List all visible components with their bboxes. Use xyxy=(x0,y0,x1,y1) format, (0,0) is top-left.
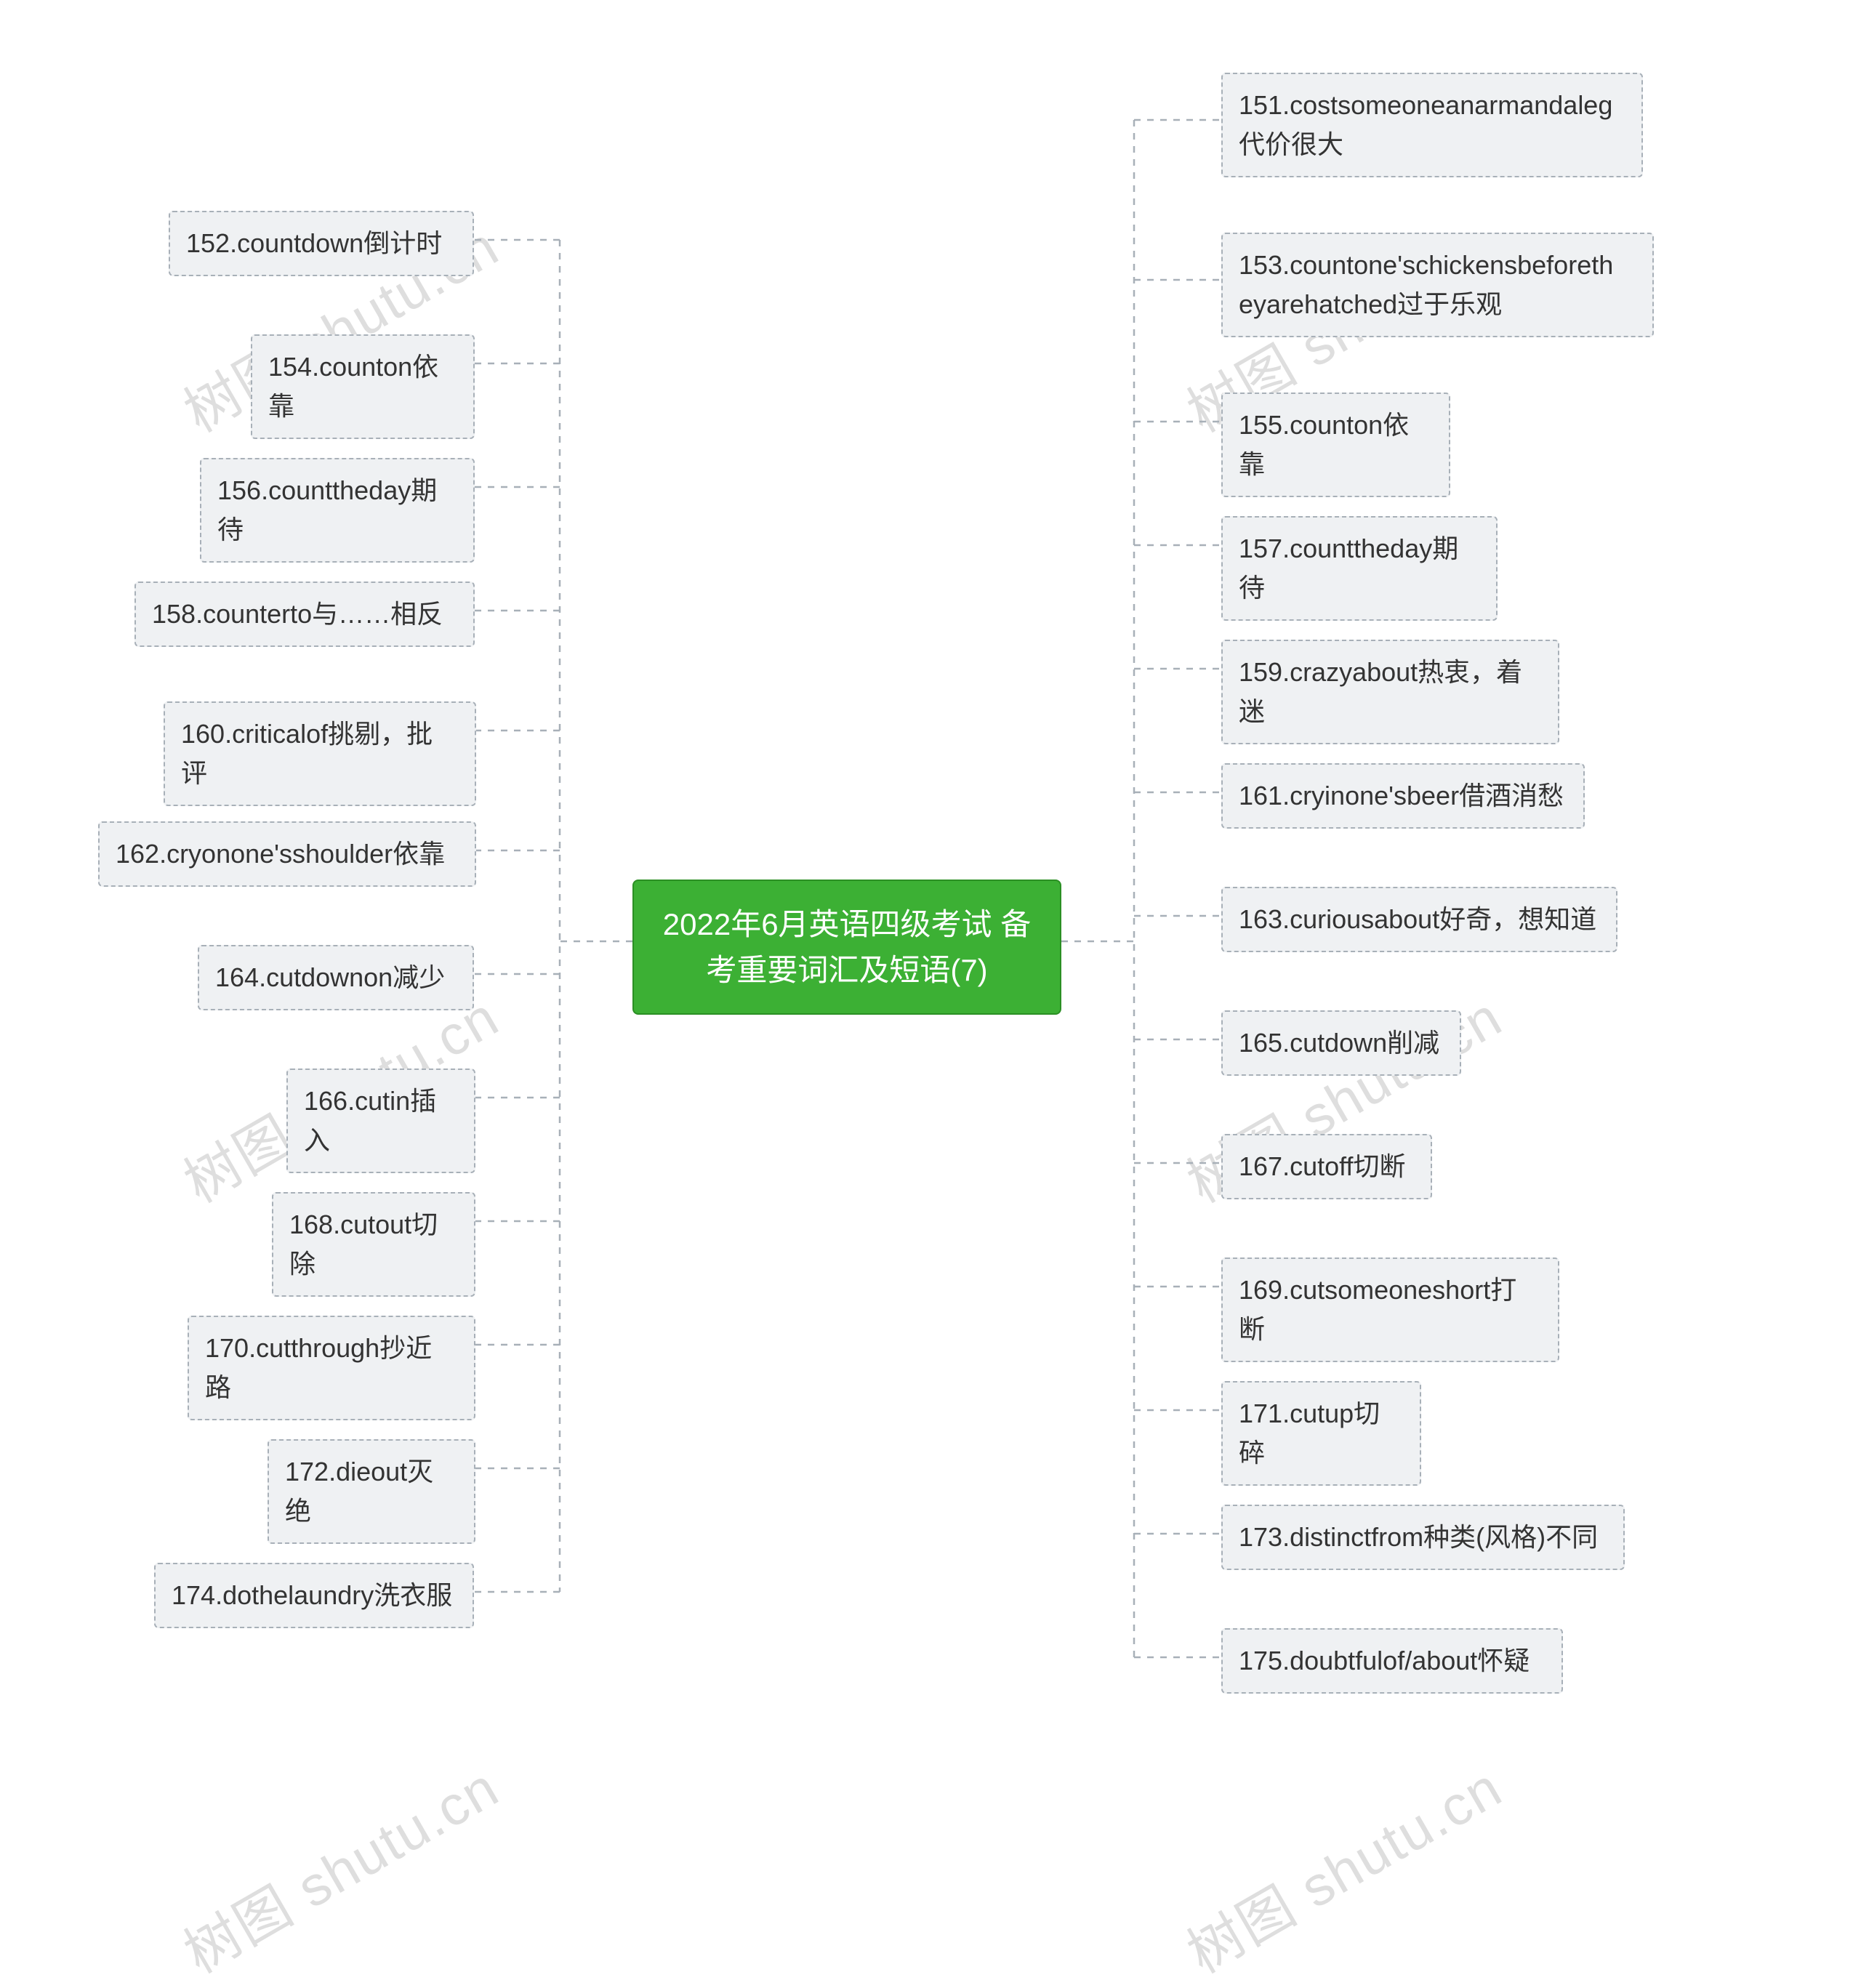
leaf-158[interactable]: 158.counterto与……相反 xyxy=(134,581,475,647)
leaf-151[interactable]: 151.costsomeoneanarmandaleg 代价很大 xyxy=(1221,73,1643,177)
leaf-156[interactable]: 156.counttheday期待 xyxy=(200,458,475,563)
leaf-169[interactable]: 169.cutsomeoneshort打断 xyxy=(1221,1257,1559,1362)
leaf-162[interactable]: 162.cryonone'sshoulder依靠 xyxy=(98,821,476,887)
leaf-164[interactable]: 164.cutdownon减少 xyxy=(198,945,474,1010)
watermark: 树图 shutu.cn xyxy=(1170,1744,1514,1988)
leaf-173[interactable]: 173.distinctfrom种类(风格)不同 xyxy=(1221,1505,1625,1570)
leaf-168[interactable]: 168.cutout切除 xyxy=(272,1192,475,1297)
leaf-167[interactable]: 167.cutoff切断 xyxy=(1221,1134,1432,1199)
leaf-155[interactable]: 155.counton依靠 xyxy=(1221,393,1450,497)
leaf-157[interactable]: 157.counttheday期待 xyxy=(1221,516,1498,621)
leaf-170[interactable]: 170.cutthrough抄近路 xyxy=(188,1316,475,1420)
watermark: 树图 shutu.cn xyxy=(167,1744,511,1988)
leaf-171[interactable]: 171.cutup切碎 xyxy=(1221,1381,1421,1486)
leaf-172[interactable]: 172.dieout灭绝 xyxy=(268,1439,475,1544)
leaf-165[interactable]: 165.cutdown削减 xyxy=(1221,1010,1461,1076)
leaf-166[interactable]: 166.cutin插入 xyxy=(286,1069,475,1173)
leaf-163[interactable]: 163.curiousabout好奇，想知道 xyxy=(1221,887,1617,952)
leaf-159[interactable]: 159.crazyabout热衷，着迷 xyxy=(1221,640,1559,744)
central-topic[interactable]: 2022年6月英语四级考试 备考重要词汇及短语(7) xyxy=(632,880,1061,1015)
leaf-161[interactable]: 161.cryinone'sbeer借酒消愁 xyxy=(1221,763,1585,829)
leaf-154[interactable]: 154.counton依靠 xyxy=(251,334,475,439)
leaf-174[interactable]: 174.dothelaundry洗衣服 xyxy=(154,1563,474,1628)
mindmap-canvas: 树图 shutu.cn 树图 shutu.cn 树图 shutu.cn 树图 s… xyxy=(0,0,1861,1934)
leaf-160[interactable]: 160.criticalof挑剔，批评 xyxy=(164,701,476,806)
leaf-152[interactable]: 152.countdown倒计时 xyxy=(169,211,474,276)
leaf-153[interactable]: 153.countone'schickensbeforeth eyarehatc… xyxy=(1221,233,1654,337)
leaf-175[interactable]: 175.doubtfulof/about怀疑 xyxy=(1221,1628,1563,1694)
